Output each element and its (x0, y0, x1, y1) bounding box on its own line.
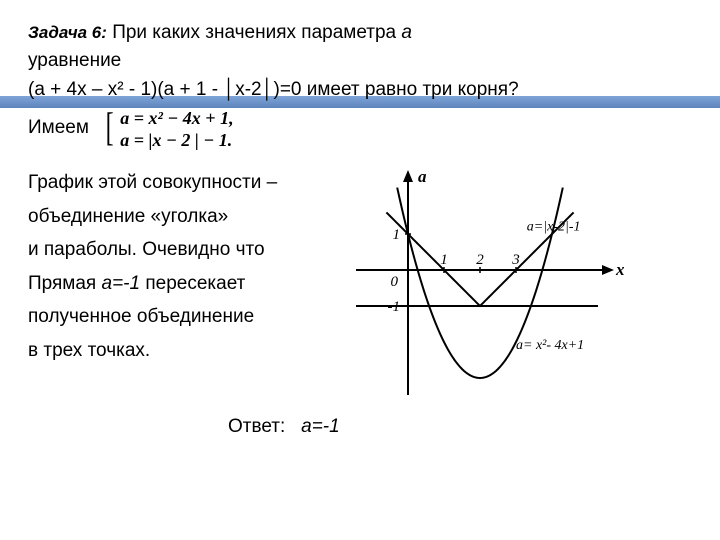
body-l5: полученное объединение (28, 304, 328, 330)
answer-value: а=-1 (301, 416, 340, 437)
svg-text:a= x²- 4x+1: a= x²- 4x+1 (516, 338, 584, 353)
svg-text:1: 1 (393, 227, 401, 243)
task-label: Задача 6: (28, 23, 107, 42)
system-eq2: a = |x − 2 | − 1. (120, 129, 233, 152)
svg-text:3: 3 (511, 252, 520, 268)
body-l3: и параболы. Очевидно что (28, 237, 328, 263)
svg-text:a=|x-2|-1: a=|x-2|-1 (527, 219, 581, 234)
body-l4: Прямая а=-1 пересекает (28, 271, 328, 297)
body-text: График этой совокупности – объединение «… (28, 170, 328, 372)
system-row: Имеем [ a = x² − 4x + 1, a = |x − 2 | − … (28, 107, 692, 152)
body-l2: объединение «уголка» (28, 204, 328, 230)
answer: Ответ: а=-1 (28, 414, 692, 440)
task-title: Задача 6: При каких значениях параметра … (28, 20, 692, 46)
body-l1: График этой совокупности – (28, 170, 328, 196)
task-prompt-2: уравнение (28, 48, 692, 74)
system-lead: Имеем (28, 107, 89, 141)
svg-text:-1: -1 (388, 299, 401, 315)
task-param: а (401, 22, 412, 43)
body-l6: в трех точках. (28, 338, 328, 364)
svg-text:a: a (418, 170, 427, 186)
svg-text:2: 2 (476, 252, 484, 268)
svg-text:0: 0 (391, 274, 399, 290)
equation-line: (a + 4x – x² - 1)(a + 1 - │x-2│)=0 имеет… (28, 77, 692, 103)
equation-text: (a + 4x – x² - 1)(a + 1 - │x-2│)=0 имеет… (28, 77, 692, 103)
equation-system: [ a = x² − 4x + 1, a = |x − 2 | − 1. (103, 107, 234, 152)
bracket-icon: [ (106, 107, 114, 152)
graph-svg: 1 2 3 1 -1 0 x a a=|x-2|-1 a= x²- 4x+1 (346, 170, 626, 400)
task-prompt-1: При каких значениях параметра (112, 22, 396, 43)
svg-text:x: x (615, 260, 625, 279)
svg-text:1: 1 (440, 252, 448, 268)
graph: 1 2 3 1 -1 0 x a a=|x-2|-1 a= x²- 4x+1 (346, 170, 626, 400)
answer-label: Ответ: (228, 416, 285, 437)
system-eq1: a = x² − 4x + 1, (120, 107, 233, 130)
